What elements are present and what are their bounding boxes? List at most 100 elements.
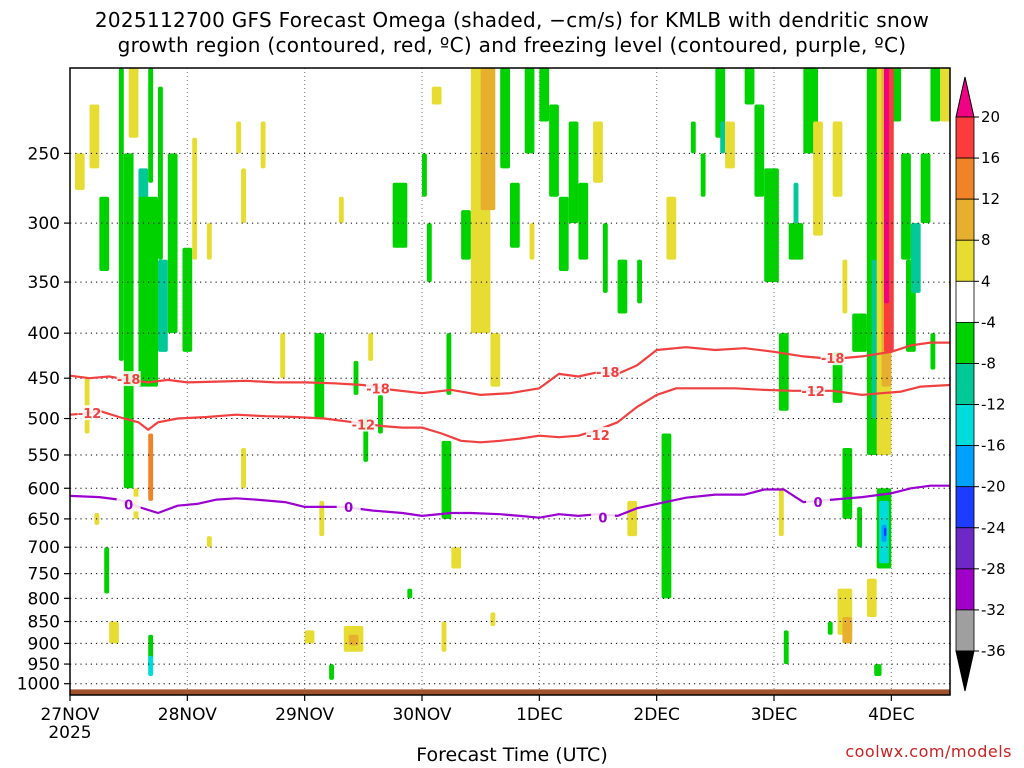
contour--18 (69, 341, 950, 396)
omega-patch-107 (871, 259, 877, 419)
contour-label-bg-0-2 (590, 509, 615, 525)
colorbar-box-10 (955, 198, 975, 241)
colorbar-label-4: 4 (981, 272, 991, 290)
contour-label-0-2: 0 (598, 512, 607, 527)
colorbar-label--8: -8 (981, 354, 996, 372)
omega-patch-8 (123, 153, 134, 489)
contour-label-bg--12-3 (801, 382, 826, 398)
chart-title: 2025112700 GFS Forecast Omega (shaded, −… (0, 8, 1024, 58)
omega-patch-53 (490, 612, 496, 626)
omega-patch-65 (617, 259, 628, 314)
chart-title-line-1: 2025112700 GFS Forecast Omega (shaded, −… (94, 8, 930, 32)
contour-label-bg--12-1 (351, 416, 376, 432)
omega-patch-104 (940, 68, 950, 122)
omega-patch-54 (500, 68, 510, 169)
x-tick-label-1DEC: 1DEC (516, 705, 563, 725)
colorbar-box-12 (955, 116, 975, 159)
y-tick-label-450: 450 (28, 369, 60, 389)
omega-patch-9 (128, 68, 139, 138)
contour-label-bg--12-2 (586, 427, 610, 443)
contour-label--12-2: -12 (586, 429, 610, 444)
contour-label-0-0: 0 (124, 499, 133, 514)
contour-0 (69, 484, 950, 519)
omega-patch-60 (558, 196, 569, 271)
contour-label-bg-0-0 (116, 496, 141, 512)
contour-label-0-1: 0 (344, 501, 353, 516)
omega-patch-67 (637, 259, 642, 304)
omega-patch-115 (884, 527, 887, 537)
x-tick-label-30NOV: 30NOV (392, 705, 451, 725)
omega-patch-73 (720, 121, 726, 154)
contour-label--18-1: -18 (366, 382, 390, 397)
contour-label--12-0: -12 (78, 407, 102, 422)
colorbar-label--4: -4 (981, 313, 996, 331)
omega-patch-32 (329, 664, 334, 680)
omega-patch-105 (930, 333, 936, 370)
x-tick-label-28NOV: 28NOV (158, 705, 217, 725)
y-tick-label-350: 350 (28, 273, 60, 293)
omega-patch-13 (138, 196, 158, 387)
omega-patch-70 (690, 121, 696, 154)
omega-patch-59 (549, 104, 559, 197)
plot-frame (69, 67, 951, 696)
omega-patch-58 (539, 68, 550, 122)
contour-label-bg--12-0 (77, 405, 102, 421)
omega-patch-17 (158, 86, 163, 260)
omega-patch-64 (602, 223, 608, 293)
omega-patch-74 (725, 121, 735, 169)
contour-label-bg-0-1 (336, 498, 361, 514)
omega-patch-24 (236, 121, 242, 154)
colorbar-label--36: -36 (981, 642, 1006, 660)
omega-patch-102 (920, 153, 931, 224)
x-tick-label-4DEC: 4DEC (868, 705, 915, 725)
omega-patch-99 (901, 153, 911, 260)
omega-patch-56 (524, 68, 535, 154)
omega-patch-63 (593, 121, 603, 183)
colorbar-label--12: -12 (981, 396, 1006, 414)
colorbar: 20 16 12 8 4 -4 -8 -12 -16 -20 -24 -28 -32 -36 (955, 76, 1006, 692)
omega-patch-21 (192, 137, 198, 260)
omega-patch-81 (788, 223, 804, 260)
contour-label--12-1: -12 (352, 419, 376, 434)
omega-patch-23 (206, 536, 212, 548)
omega-patch-103 (930, 68, 941, 122)
ground-strip (70, 689, 950, 695)
omega-patch-19 (167, 153, 178, 334)
omega-patch-5 (104, 547, 110, 594)
colorbar-label--16: -16 (981, 437, 1006, 455)
y-tick-label-900: 900 (28, 634, 60, 654)
omega-patch-31 (319, 500, 325, 537)
omega-patch-61 (568, 121, 579, 224)
colorbar-box-7 (955, 321, 975, 364)
colorbar-label--20: -20 (981, 478, 1006, 496)
omega-patch-4 (99, 196, 110, 271)
colorbar-box-5 (955, 404, 975, 447)
x-tick-label-3DEC: 3DEC (751, 705, 798, 725)
contour-label-bg--18-1 (366, 380, 390, 396)
x-tick-label-2DEC: 2DEC (633, 705, 680, 725)
ground-layer (70, 689, 950, 695)
omega-patch-46 (446, 333, 452, 395)
contour-label-0-3: 0 (813, 496, 822, 511)
omega-patch-6 (109, 621, 119, 644)
colorbar-box-0 (955, 609, 975, 652)
contour-label--18-0: -18 (117, 373, 141, 388)
omega-patch-57 (529, 223, 535, 260)
y-tick-label-950: 950 (28, 655, 60, 675)
contour-label-bg-0-3 (806, 494, 830, 510)
omega-patch-55 (510, 182, 520, 248)
omega-patch-29 (304, 630, 315, 644)
colorbar-label-16: 16 (981, 149, 1000, 167)
omega-patch-44 (431, 86, 442, 105)
x-axis-title: Forecast Time (UTC) (416, 744, 608, 766)
omega-patch-84 (813, 121, 823, 236)
omega-patch-79 (778, 488, 784, 537)
y-axis: 2503003504004505005506006507007508008509… (17, 144, 70, 695)
contour-label-bg--18-3 (820, 350, 845, 366)
colorbar-box-11 (955, 157, 975, 200)
omega-patch-62 (578, 182, 589, 260)
omega-patch-76 (754, 104, 765, 197)
credit-link[interactable]: coolwx.com/models (845, 742, 1012, 761)
